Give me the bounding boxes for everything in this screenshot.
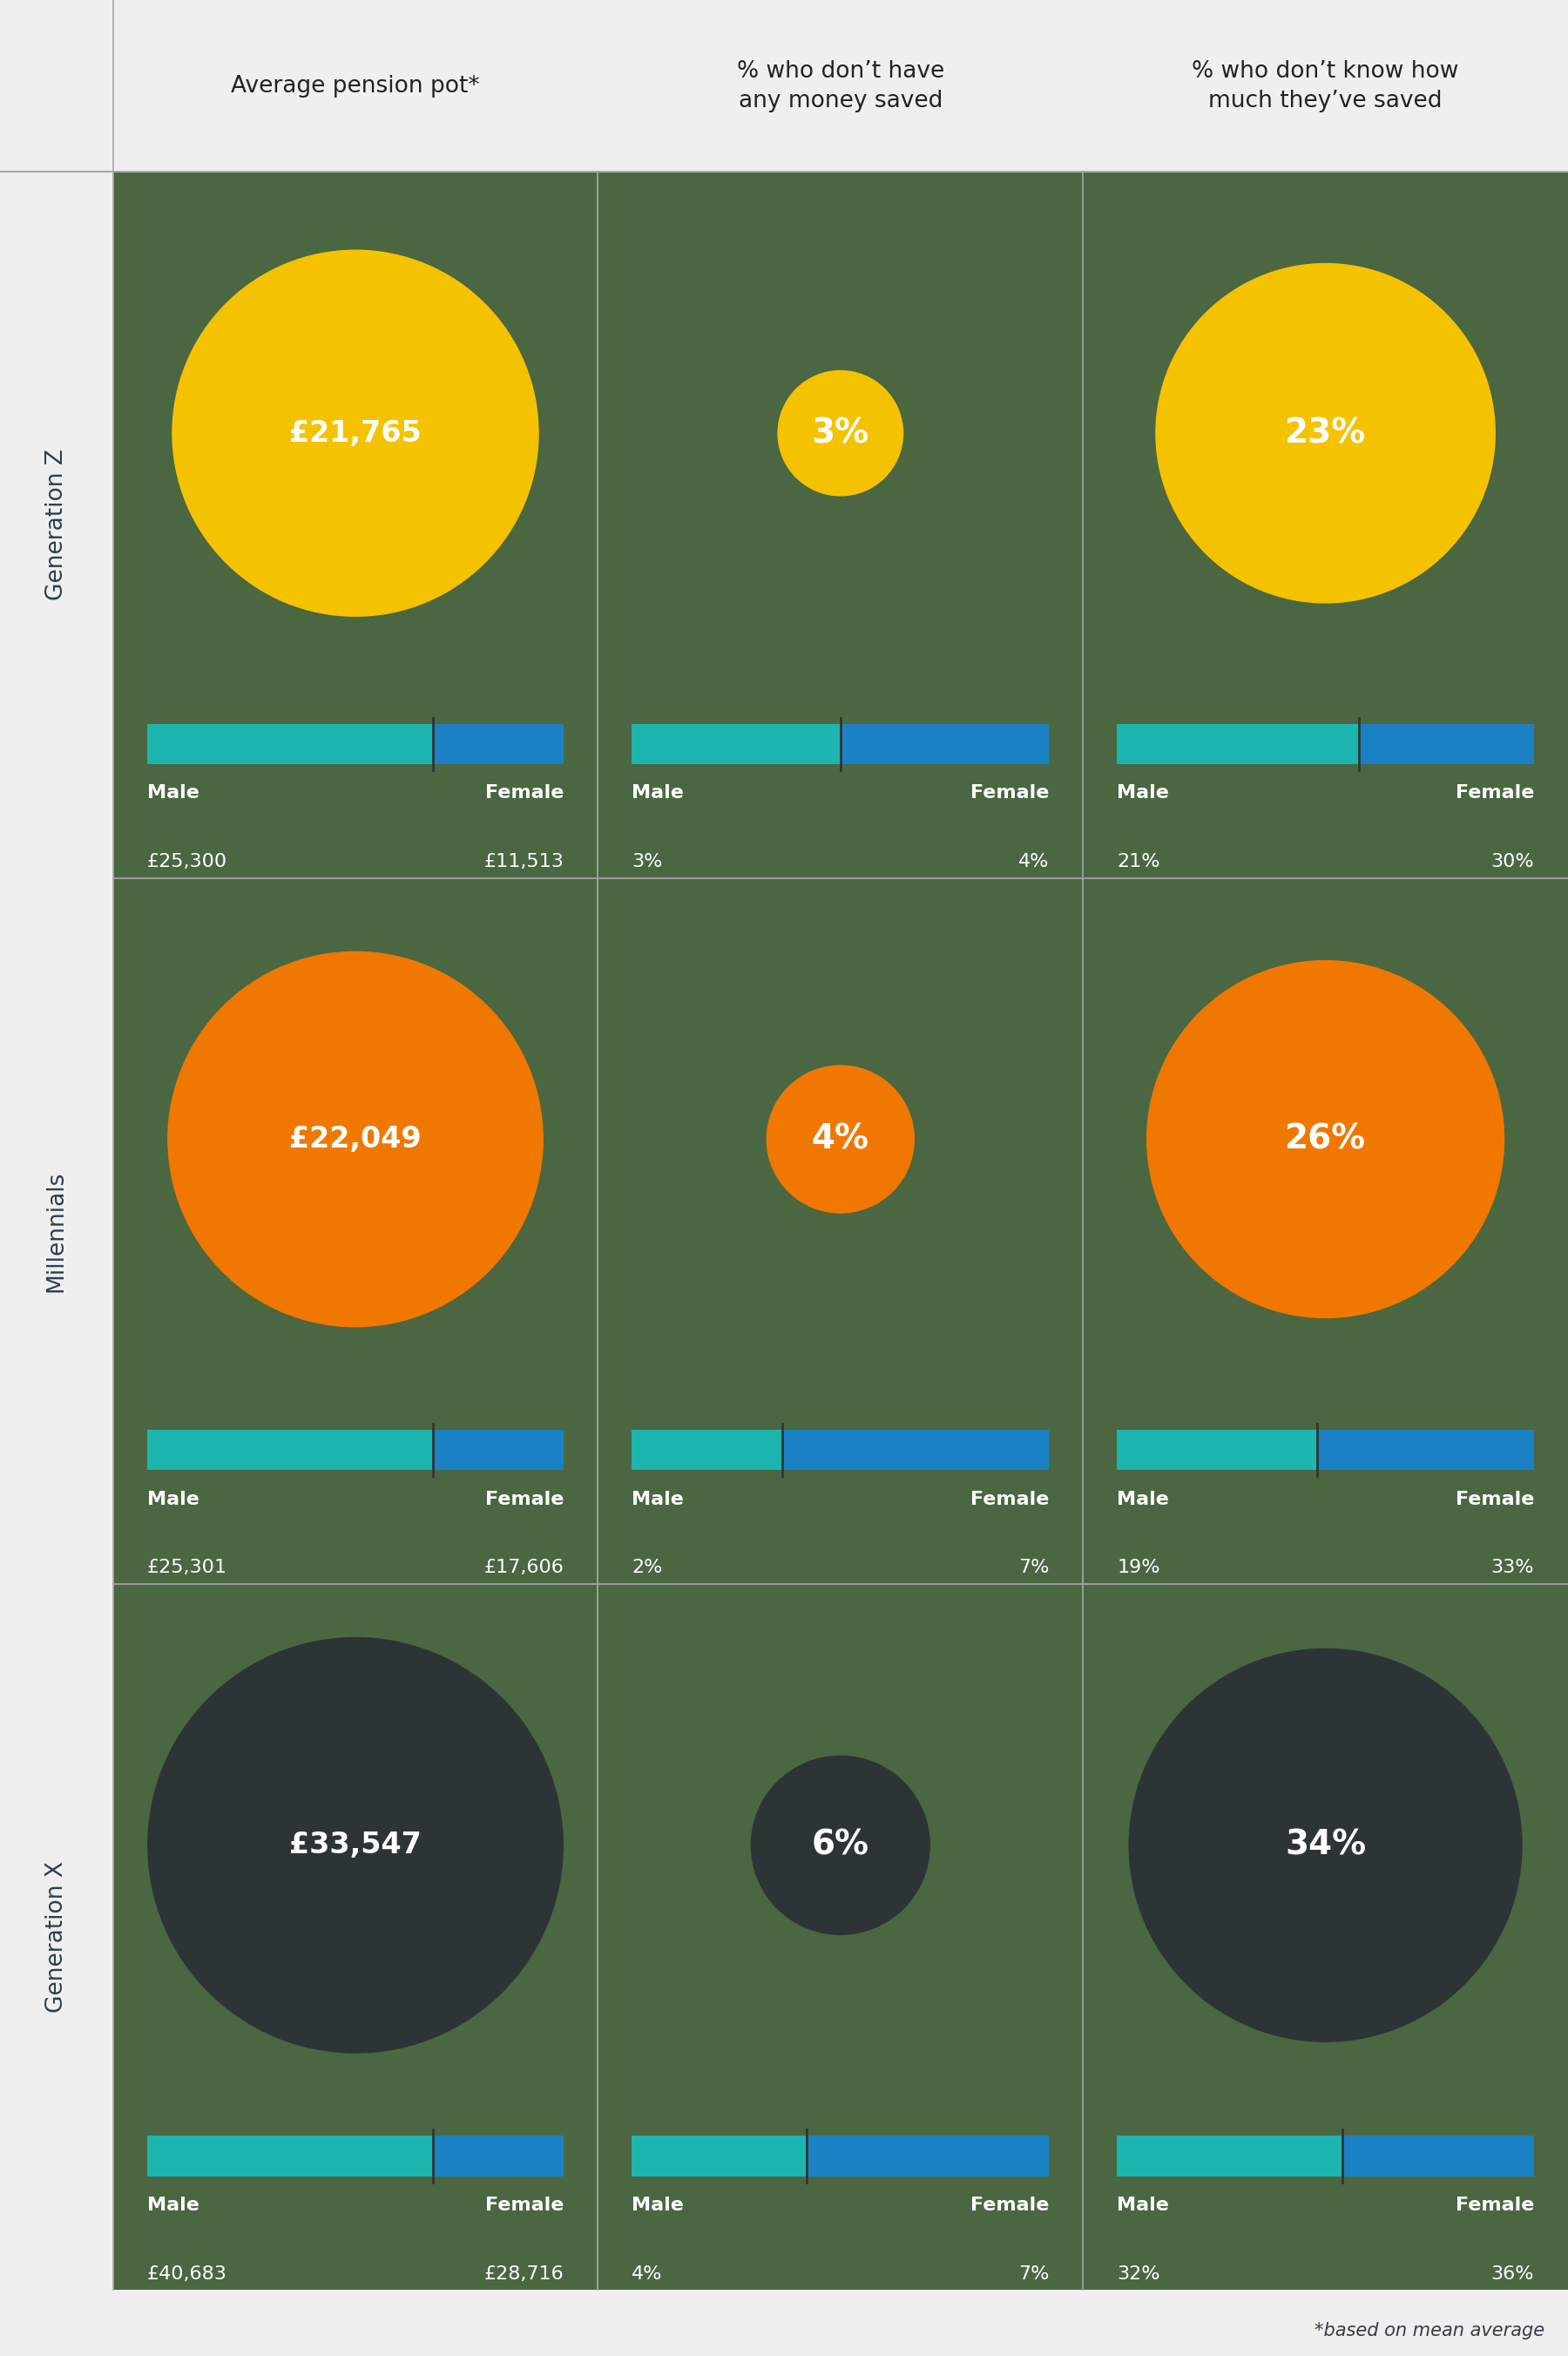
Text: % who don’t know how
much they’ve saved: % who don’t know how much they’ve saved [1192,59,1458,113]
Text: Average pension pot*: Average pension pot* [230,75,480,97]
Text: Male: Male [632,785,684,801]
Text: £17,606: £17,606 [485,1560,564,1576]
Bar [1116,1430,1317,1470]
Bar [632,2137,808,2177]
Text: 34%: 34% [1284,1828,1366,1861]
Circle shape [168,952,543,1326]
Text: £33,547: £33,547 [289,1831,422,1859]
Text: £28,716: £28,716 [485,2264,564,2283]
Bar [1359,723,1534,763]
Text: £25,301: £25,301 [147,1560,227,1576]
Text: Male: Male [147,785,199,801]
Circle shape [778,370,903,495]
Text: Female: Female [1455,2196,1534,2215]
Bar [433,2137,564,2177]
Text: Male: Male [1116,1491,1170,1508]
Text: Female: Female [1455,785,1534,801]
Text: 2%: 2% [632,1560,663,1576]
Text: Male: Male [147,1491,199,1508]
Text: 3%: 3% [632,853,663,869]
Text: 23%: 23% [1284,417,1366,450]
Text: £25,300: £25,300 [147,853,227,869]
Bar [632,1430,782,1470]
Text: Female: Female [1455,1491,1534,1508]
Circle shape [1146,961,1504,1317]
Text: 7%: 7% [1018,2264,1049,2283]
Bar [1317,1430,1534,1470]
Text: Female: Female [485,785,564,801]
Text: Female: Female [485,2196,564,2215]
Text: Male: Male [632,2196,684,2215]
Text: 4%: 4% [1018,853,1049,869]
Circle shape [172,250,538,617]
Circle shape [1129,1649,1523,2043]
Text: Male: Male [147,2196,199,2215]
Text: 36%: 36% [1491,2264,1534,2283]
Circle shape [147,1637,563,2052]
Text: 4%: 4% [812,1124,869,1157]
Text: 3%: 3% [812,417,869,450]
Text: 30%: 30% [1491,853,1534,869]
Text: 32%: 32% [1116,2264,1160,2283]
Bar [147,1430,433,1470]
Text: *based on mean average: *based on mean average [1314,2323,1544,2340]
Text: Female: Female [485,1491,564,1508]
Bar [1116,723,1359,763]
Bar [1342,2137,1534,2177]
Bar [1116,2137,1342,2177]
Text: Generation X: Generation X [45,1861,67,2012]
Text: Generation Z: Generation Z [45,450,67,601]
Text: 33%: 33% [1491,1560,1534,1576]
Text: Female: Female [971,2196,1049,2215]
Bar [147,723,433,763]
Text: 4%: 4% [632,2264,663,2283]
Text: £22,049: £22,049 [290,1124,422,1154]
Text: % who don’t have
any money saved: % who don’t have any money saved [737,59,944,113]
Text: 21%: 21% [1116,853,1160,869]
Bar [782,1430,1049,1470]
Bar [632,723,840,763]
Text: 7%: 7% [1018,1560,1049,1576]
Text: Female: Female [971,785,1049,801]
Text: Male: Male [632,1491,684,1508]
Text: £11,513: £11,513 [485,853,564,869]
Text: £40,683: £40,683 [147,2264,227,2283]
Bar [147,2137,433,2177]
Text: £21,765: £21,765 [290,419,422,448]
Text: Male: Male [1116,785,1170,801]
Text: Millennials: Millennials [45,1171,67,1291]
Bar [433,723,564,763]
Bar [808,2137,1049,2177]
Text: Male: Male [1116,2196,1170,2215]
Circle shape [751,1755,930,1934]
Bar [433,1430,564,1470]
Text: 19%: 19% [1116,1560,1160,1576]
Circle shape [767,1065,914,1213]
Circle shape [1156,264,1494,603]
Text: 6%: 6% [812,1828,869,1861]
Bar [840,723,1049,763]
Text: 26%: 26% [1284,1124,1366,1157]
Text: Female: Female [971,1491,1049,1508]
